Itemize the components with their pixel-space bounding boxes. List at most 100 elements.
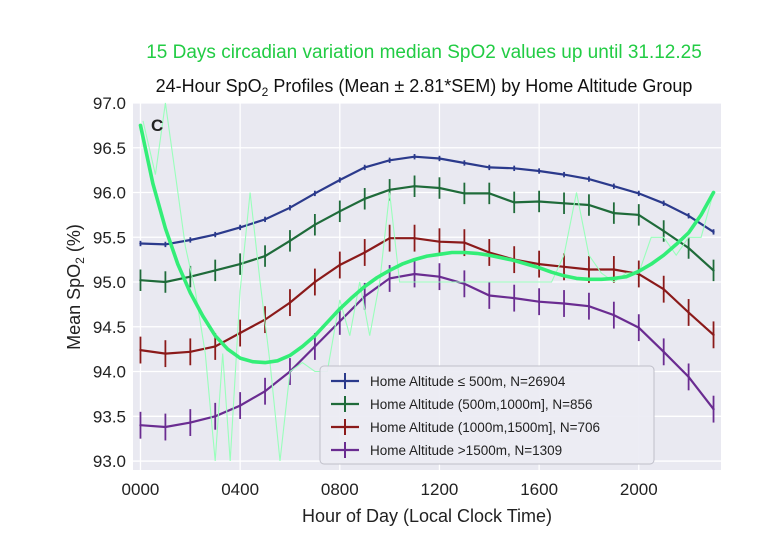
data-point: [413, 236, 416, 240]
overlay-title: 15 Days circadian variation median SpO2 …: [146, 42, 702, 63]
y-tick-label: 93.5: [93, 407, 126, 426]
data-point: [537, 169, 541, 173]
data-point: [513, 201, 516, 204]
series-line-1: [140, 155, 715, 246]
x-tick-label: 0400: [221, 480, 259, 499]
data-point: [537, 300, 541, 303]
data-point: [413, 155, 416, 158]
panel-label: C: [151, 116, 163, 135]
data-point: [139, 424, 142, 427]
data-point: [687, 214, 690, 217]
data-point: [463, 282, 466, 286]
data-point: [637, 326, 640, 329]
y-tick-label: 94.5: [93, 318, 126, 337]
data-point: [438, 240, 441, 243]
data-point: [587, 268, 591, 271]
y-axis-label: Mean SpO2 (%): [64, 224, 87, 350]
data-point: [463, 192, 466, 195]
data-point: [139, 279, 142, 282]
data-point: [313, 192, 317, 195]
data-point: [488, 251, 491, 254]
data-point: [388, 236, 391, 240]
x-axis-label: Hour of Day (Local Clock Time): [302, 506, 552, 526]
data-point: [338, 178, 341, 182]
data-point: [438, 157, 441, 160]
data-point: [388, 159, 391, 162]
data-point: [463, 161, 466, 165]
data-point: [238, 226, 242, 229]
data-point: [687, 246, 690, 250]
data-point: [338, 210, 341, 213]
data-point: [513, 167, 516, 170]
data-point: [438, 186, 441, 190]
data-point: [288, 301, 292, 304]
data-point: [687, 375, 690, 379]
data-point: [612, 268, 616, 271]
data-point: [712, 230, 715, 234]
y-tick-label: 95.5: [93, 228, 126, 247]
data-point: [363, 166, 366, 169]
data-point: [637, 213, 640, 217]
data-point: [363, 251, 366, 254]
data-point: [562, 265, 566, 269]
data-point: [263, 218, 267, 221]
data-point: [438, 275, 441, 278]
x-tick-label: 1600: [520, 480, 558, 499]
data-point: [313, 223, 317, 226]
data-point: [587, 304, 591, 308]
x-axis: 0000 0400 0800 1200 1600 2000: [122, 480, 658, 499]
y-axis: 93.0 93.5 94.0 94.5 95.0 95.5 96.0 96.5 97.0: [93, 94, 126, 471]
data-point: [587, 177, 591, 181]
data-point: [662, 229, 665, 233]
data-point: [712, 333, 715, 337]
data-point: [587, 203, 591, 207]
x-tick-label: 0800: [321, 480, 359, 499]
legend-label: Home Altitude (1000m,1500m], N=706: [370, 420, 600, 435]
data-point: [214, 269, 217, 272]
data-point: [687, 311, 690, 314]
data-point: [537, 262, 541, 266]
data-point: [388, 277, 391, 280]
y-tick-label: 95.0: [93, 273, 126, 292]
data-point: [288, 239, 292, 243]
data-point: [612, 313, 616, 317]
legend-label: Home Altitude (500m,1000m], N=856: [370, 397, 593, 412]
data-point: [413, 185, 416, 188]
chart-title-prefix: 24-Hour SpO: [156, 76, 262, 96]
data-point: [189, 275, 192, 278]
data-point: [189, 350, 192, 354]
data-point: [363, 197, 366, 200]
data-point: [238, 331, 242, 335]
x-tick-label: 1200: [421, 480, 459, 499]
y-tick-label: 93.0: [93, 452, 126, 471]
data-point: [463, 241, 466, 244]
data-point: [189, 421, 192, 424]
data-point: [288, 206, 292, 209]
data-point: [214, 345, 217, 348]
chart-title: 24-Hour SpO2 Profiles (Mean ± 2.81*SEM) …: [156, 76, 693, 99]
series-line-4: [140, 272, 715, 429]
data-point: [488, 294, 491, 297]
legend-label: Home Altitude ≤ 500m, N=26904: [370, 374, 566, 389]
data-point: [189, 238, 192, 242]
data-point: [139, 348, 142, 352]
overlay-smooth-line: [138, 123, 716, 365]
overlay-layer: [138, 102, 716, 462]
data-point: [662, 202, 665, 205]
data-point: [488, 192, 491, 195]
data-point: [662, 287, 665, 291]
data-point: [513, 296, 516, 300]
x-tick-label: 2000: [620, 480, 658, 499]
data-point: [164, 280, 167, 284]
legend-box: [319, 365, 655, 465]
y-tick-label: 97.0: [93, 94, 126, 113]
data-point: [363, 295, 366, 298]
legend: Home Altitude ≤ 500m, N=26904 Home Altitu…: [319, 365, 655, 465]
data-point: [413, 272, 416, 276]
data-point: [338, 320, 341, 323]
data-point: [662, 350, 665, 354]
data-point: [164, 425, 167, 429]
data-point: [238, 404, 242, 407]
data-point: [562, 173, 566, 176]
series-layer: [139, 154, 715, 441]
